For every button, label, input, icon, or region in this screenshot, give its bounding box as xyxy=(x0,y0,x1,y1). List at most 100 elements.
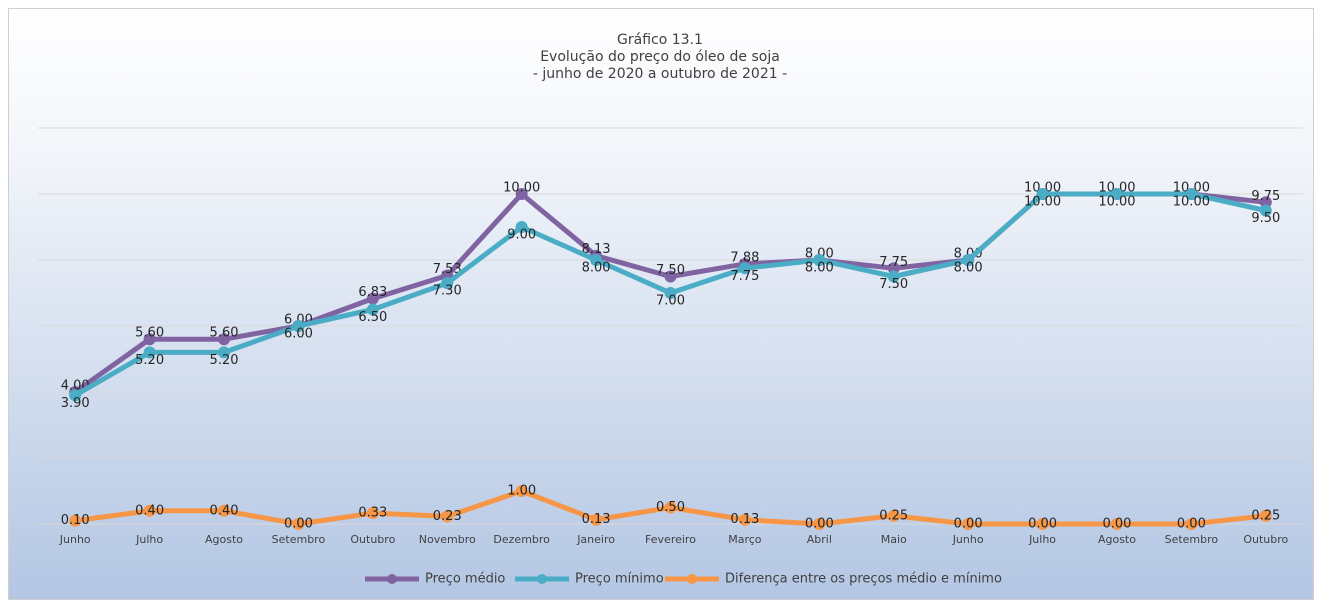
legend-label: Diferença entre os preços médio e mínimo xyxy=(725,572,1002,587)
marker xyxy=(1259,204,1272,217)
data-label: 0.13 xyxy=(582,512,611,527)
x-tick-label: Setembro xyxy=(272,533,326,546)
data-label: 7.00 xyxy=(656,294,685,309)
marker xyxy=(887,509,900,522)
marker xyxy=(887,270,900,283)
data-label: 0.23 xyxy=(433,509,462,524)
data-label: 7.75 xyxy=(879,255,908,270)
data-label: 5.20 xyxy=(135,353,164,368)
marker xyxy=(664,270,677,283)
data-label: 0.10 xyxy=(61,513,90,528)
data-label: 0.25 xyxy=(879,508,908,523)
marker xyxy=(1036,188,1049,200)
data-label: 5.60 xyxy=(135,326,164,341)
x-tick-label: Janeiro xyxy=(576,533,615,546)
data-label: 9.50 xyxy=(1251,211,1280,226)
data-label: 0.00 xyxy=(805,517,834,532)
marker xyxy=(1185,188,1198,200)
marker xyxy=(143,504,156,517)
marker xyxy=(515,188,528,200)
data-label: 0.33 xyxy=(358,506,387,521)
data-label: 5.60 xyxy=(210,326,239,341)
data-label: 6.00 xyxy=(284,327,313,342)
x-tick-label: Dezembro xyxy=(493,533,550,546)
data-label: 8.00 xyxy=(805,261,834,276)
marker xyxy=(962,254,975,266)
marker xyxy=(590,513,603,526)
x-tick-label: Setembro xyxy=(1165,533,1219,546)
data-label: 0.50 xyxy=(656,500,685,515)
x-tick-label: Março xyxy=(728,533,762,546)
marker xyxy=(515,485,528,497)
data-label: 7.53 xyxy=(433,262,462,277)
data-label: 10.00 xyxy=(503,181,540,196)
data-label: 7.75 xyxy=(730,269,759,284)
marker xyxy=(366,292,379,305)
data-label: 9.75 xyxy=(1251,189,1280,204)
data-label: 0.40 xyxy=(210,503,239,518)
data-label: 6.83 xyxy=(358,285,387,300)
data-label: 7.30 xyxy=(433,284,462,299)
data-label: 1.00 xyxy=(507,484,536,499)
marker xyxy=(69,514,82,527)
chart-title: Gráfico 13.1 xyxy=(617,32,703,48)
data-label: 0.13 xyxy=(730,512,759,527)
data-label: 8.00 xyxy=(954,261,983,276)
marker xyxy=(69,389,82,402)
marker xyxy=(813,518,826,530)
x-tick-label: Fevereiro xyxy=(645,533,696,546)
x-tick-label: Junho xyxy=(59,533,91,546)
marker xyxy=(664,287,677,299)
data-label: 7.88 xyxy=(730,250,759,265)
legend-marker xyxy=(387,574,397,584)
data-label: 6.50 xyxy=(358,310,387,325)
x-tick-label: Agosto xyxy=(205,533,243,546)
marker xyxy=(218,333,231,346)
data-label: 0.00 xyxy=(1102,517,1131,532)
marker xyxy=(441,510,454,523)
data-label: 5.20 xyxy=(210,353,239,368)
marker xyxy=(962,518,975,530)
marker xyxy=(292,320,305,332)
x-tick-label: Maio xyxy=(881,533,907,546)
data-label: 8.13 xyxy=(582,242,611,257)
marker xyxy=(218,504,231,517)
data-label: 10.00 xyxy=(1024,195,1061,210)
x-tick-label: Outubro xyxy=(1243,533,1288,546)
marker xyxy=(1259,196,1272,209)
marker xyxy=(1110,188,1123,200)
data-label: 7.50 xyxy=(879,277,908,292)
marker xyxy=(1036,518,1049,530)
data-label: 9.00 xyxy=(507,228,536,243)
marker xyxy=(1110,518,1123,530)
chart-background xyxy=(8,8,1314,600)
data-label: 0.00 xyxy=(954,517,983,532)
marker xyxy=(218,346,231,359)
marker xyxy=(1259,509,1272,522)
x-tick-label: Abril xyxy=(807,533,832,546)
x-tick-label: Novembro xyxy=(419,533,476,546)
data-label: 10.00 xyxy=(1098,195,1135,210)
marker xyxy=(441,277,454,290)
data-label: 3.90 xyxy=(61,396,90,411)
marker xyxy=(366,303,379,316)
legend-marker xyxy=(537,574,547,584)
data-label: 0.00 xyxy=(284,517,313,532)
marker xyxy=(143,346,156,359)
marker xyxy=(1185,518,1198,530)
marker xyxy=(664,501,677,514)
chart-subtitle: - junho de 2020 a outubro de 2021 - xyxy=(533,66,787,82)
x-tick-label: Julho xyxy=(135,533,163,546)
chart-subtitle: Evolução do preço do óleo de soja xyxy=(540,49,780,65)
marker xyxy=(738,262,751,275)
marker xyxy=(143,333,156,346)
x-tick-label: Agosto xyxy=(1098,533,1136,546)
legend-label: Preço mínimo xyxy=(575,572,664,587)
legend-marker xyxy=(687,574,697,584)
data-label: 0.00 xyxy=(1177,517,1206,532)
data-label: 10.00 xyxy=(1173,195,1210,210)
data-label: 7.50 xyxy=(656,263,685,278)
data-label: 8.00 xyxy=(582,261,611,276)
marker xyxy=(738,513,751,526)
x-tick-label: Junho xyxy=(952,533,984,546)
